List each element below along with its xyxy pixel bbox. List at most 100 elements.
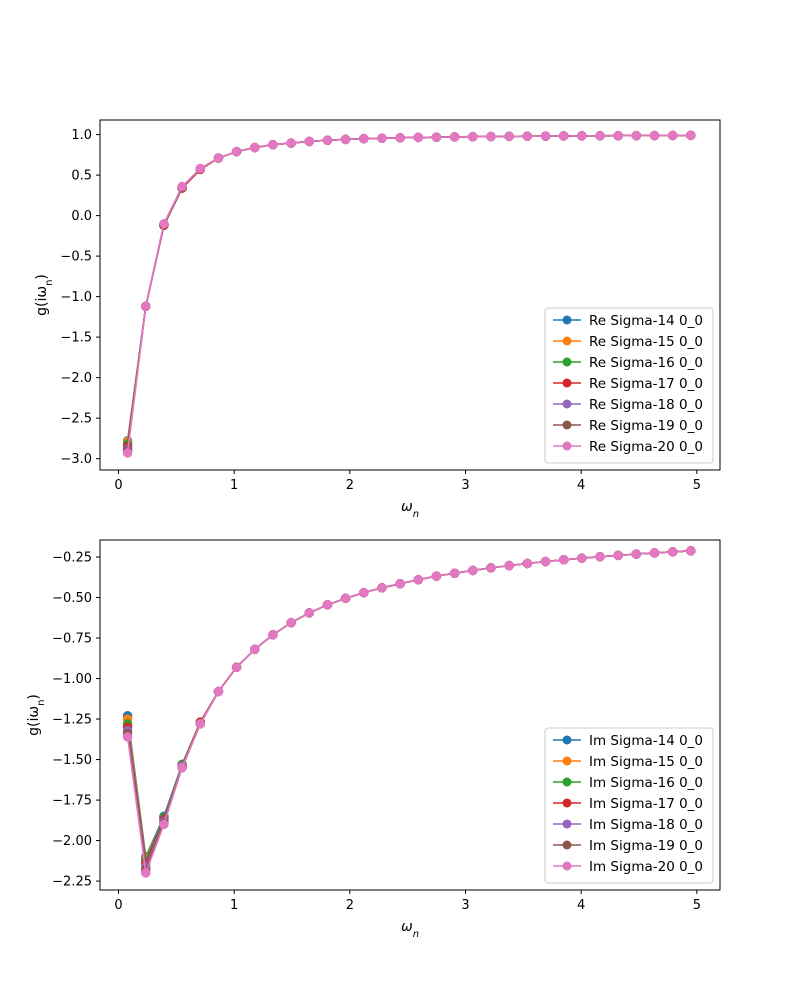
data-point <box>359 587 369 598</box>
data-point <box>340 134 351 145</box>
x-tick-label: 2 <box>346 478 354 493</box>
data-point <box>522 131 533 141</box>
legend-label: Im Sigma-18 0_0 <box>589 817 703 833</box>
legend-label: Im Sigma-14 0_0 <box>589 733 703 749</box>
y-axis-label: g(iωn) <box>26 694 47 736</box>
data-point <box>522 558 533 569</box>
data-point <box>304 136 315 147</box>
legend-item: Re Sigma-19 0_0 <box>553 418 703 434</box>
x-tick-label: 5 <box>693 478 701 493</box>
data-point <box>213 153 224 163</box>
data-point <box>468 131 478 142</box>
data-point <box>395 133 405 143</box>
legend-marker <box>562 840 572 850</box>
x-tick-label: 1 <box>230 478 238 493</box>
data-point <box>122 732 133 742</box>
data-point <box>286 138 296 148</box>
legend-item: Im Sigma-19 0_0 <box>553 838 703 854</box>
legend-item: Im Sigma-16 0_0 <box>553 775 703 791</box>
data-point <box>250 644 260 655</box>
data-point <box>268 630 278 640</box>
data-point <box>286 617 296 628</box>
data-point <box>649 548 660 558</box>
data-point <box>322 600 333 610</box>
x-tick-label: 4 <box>577 478 585 493</box>
data-point <box>558 131 569 141</box>
data-point <box>667 130 678 141</box>
legend-item: Im Sigma-15 0_0 <box>553 754 703 770</box>
legend-marker <box>562 399 572 409</box>
legend-label: Im Sigma-15 0_0 <box>589 754 703 770</box>
data-point <box>595 131 605 141</box>
legend-box <box>544 727 714 884</box>
legend-item: Re Sigma-17 0_0 <box>553 376 703 392</box>
legend-label: Re Sigma-14 0_0 <box>589 313 703 329</box>
data-point <box>413 574 424 585</box>
data-point <box>231 146 242 157</box>
legend-item: Re Sigma-18 0_0 <box>553 397 703 413</box>
data-point <box>141 868 151 878</box>
legend-marker <box>562 861 572 871</box>
plot-frame <box>99 539 721 891</box>
legend-marker <box>562 441 572 451</box>
y-tick-label: −1.00 <box>52 672 92 687</box>
legend-marker <box>562 315 572 325</box>
x-tick-label: 3 <box>461 898 469 913</box>
data-point <box>686 130 696 141</box>
y-tick-label: −0.75 <box>52 632 92 647</box>
y-tick-label: −2.0 <box>60 371 92 386</box>
y-tick-label: −3.0 <box>60 452 92 467</box>
legend-item: Im Sigma-20 0_0 <box>553 859 703 875</box>
data-point <box>431 132 442 142</box>
legend-marker <box>562 756 572 766</box>
x-tick-label: 0 <box>114 478 122 493</box>
x-tick-label: 3 <box>461 478 469 493</box>
legend-label: Im Sigma-19 0_0 <box>589 838 703 854</box>
legend-label: Re Sigma-16 0_0 <box>589 355 703 371</box>
legend-marker <box>562 777 572 787</box>
legend-item: Im Sigma-17 0_0 <box>553 796 703 812</box>
data-point <box>322 135 333 145</box>
legend-marker <box>562 798 572 808</box>
data-point <box>558 555 569 565</box>
y-tick-label: −2.25 <box>52 875 92 890</box>
y-tick-label: −0.50 <box>52 591 92 606</box>
legend-label: Re Sigma-15 0_0 <box>589 334 703 350</box>
data-point <box>577 553 587 563</box>
data-point <box>631 130 642 141</box>
y-tick-label: −1.0 <box>60 290 92 305</box>
data-point <box>577 131 587 141</box>
plot-frame <box>99 119 721 471</box>
data-point <box>395 579 405 589</box>
chart-2: 0 1 2 3 4 5 −2.25 −2.00 −1.75 −1.50 −1.25 −1.00 −0.7… <box>26 539 721 940</box>
y-tick-label: −0.5 <box>60 250 92 265</box>
data-point <box>649 130 660 141</box>
legend-marker <box>562 378 572 388</box>
data-point <box>159 218 169 229</box>
legend-item: Re Sigma-14 0_0 <box>553 313 703 329</box>
data-point <box>213 686 224 697</box>
y-tick-label: −0.25 <box>52 551 92 566</box>
data-point <box>250 142 260 153</box>
data-point <box>486 131 496 142</box>
x-tick-label: 4 <box>577 898 585 913</box>
data-point <box>540 556 551 567</box>
data-point <box>268 139 278 150</box>
y-tick-label: 1.0 <box>71 128 92 143</box>
data-point <box>504 131 514 142</box>
data-point <box>177 181 187 192</box>
data-point <box>631 549 642 559</box>
legend-marker <box>562 336 572 346</box>
data-point <box>449 132 460 142</box>
data-point <box>304 608 315 618</box>
data-point <box>613 130 623 141</box>
legend-item: Re Sigma-20 0_0 <box>553 439 703 455</box>
data-point <box>431 571 442 581</box>
data-point <box>449 568 460 578</box>
legend-label: Im Sigma-17 0_0 <box>589 796 703 812</box>
data-point <box>141 301 151 312</box>
legend-label: Re Sigma-17 0_0 <box>589 376 703 392</box>
x-tick-label: 2 <box>346 898 354 913</box>
data-point <box>359 133 369 144</box>
data-point <box>159 819 169 830</box>
